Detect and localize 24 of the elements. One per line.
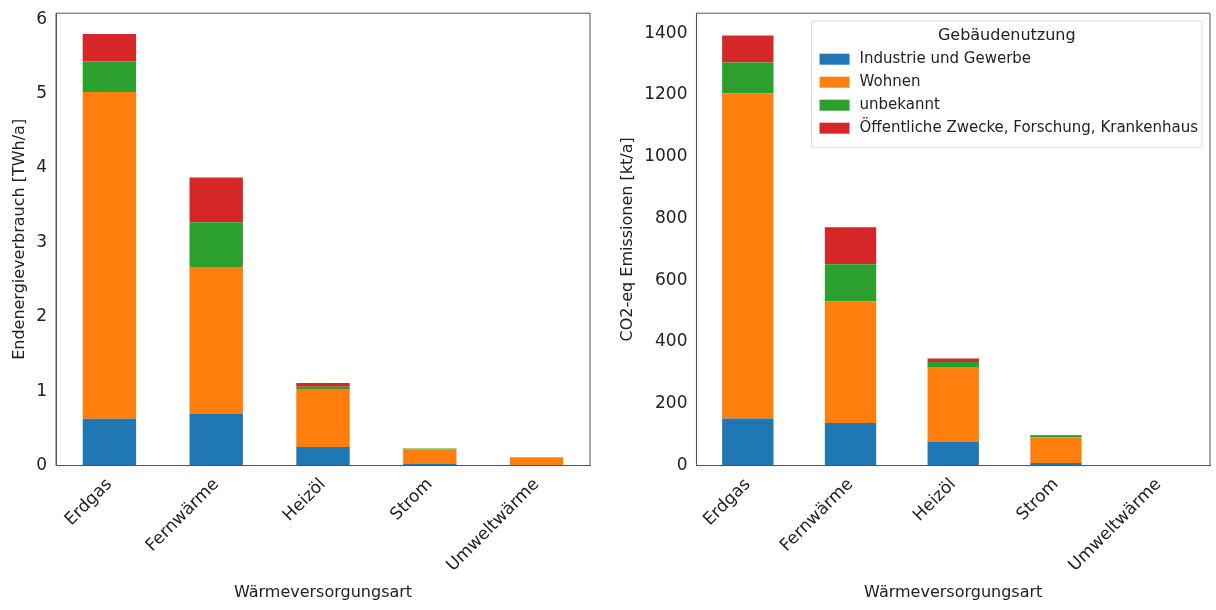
y-tick-label: 3 xyxy=(36,230,48,251)
y-tick-label: 4 xyxy=(36,156,48,177)
y-tick-label: 200 xyxy=(655,392,688,413)
y-tick-label: 1000 xyxy=(644,145,688,166)
y-tick-label: 6 xyxy=(36,7,48,28)
y-tick-label: 5 xyxy=(36,81,48,102)
y-tick-label: 1200 xyxy=(644,83,688,104)
legend-label: Industrie und Gewerbe xyxy=(859,48,1032,67)
legend-label: Öffentliche Zwecke, Forschung, Krankenhaus xyxy=(859,116,1199,136)
legend-label: unbekannt xyxy=(859,94,940,113)
legend-title: Gebäudenutzung xyxy=(937,25,1076,45)
y-tick-label: 0 xyxy=(36,453,48,474)
legend-label: Wohnen xyxy=(859,71,921,90)
y-tick-label: 1400 xyxy=(644,21,688,42)
y-tick-label: 2 xyxy=(36,305,48,326)
y-axis-title: Endenergieverbrauch [TWh/a] xyxy=(8,118,28,360)
y-tick-label: 600 xyxy=(655,268,688,289)
y-tick-label: 400 xyxy=(655,330,688,351)
y-tick-label: 1 xyxy=(36,379,48,400)
y-tick-label: 0 xyxy=(676,453,688,474)
x-axis-title: Wärmeversorgungsart xyxy=(864,581,1043,601)
y-axis-title: CO2-eq Emissionen [kt/a] xyxy=(616,137,636,342)
y-tick-label: 800 xyxy=(655,206,688,227)
x-axis-title: Wärmeversorgungsart xyxy=(233,581,413,601)
